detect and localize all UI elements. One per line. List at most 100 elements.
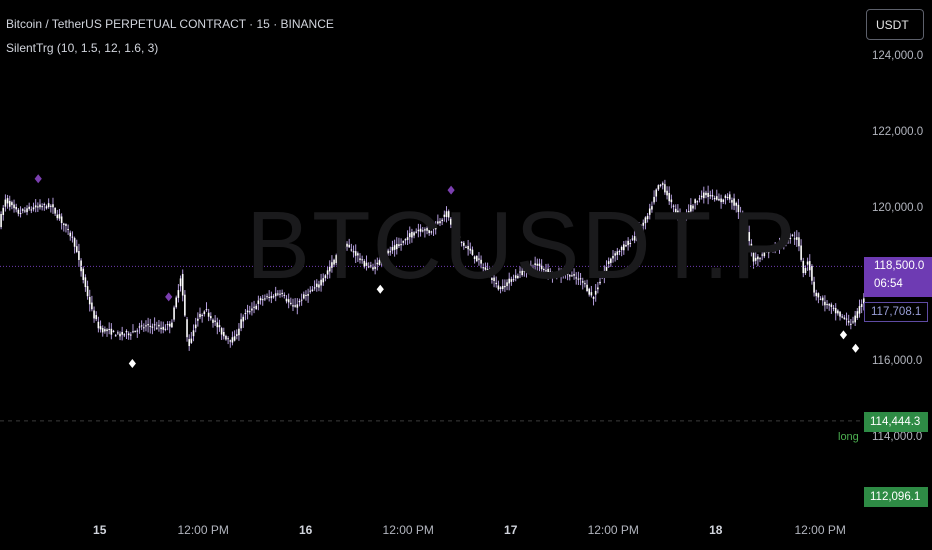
candle xyxy=(121,326,123,341)
price-axis-label: 120,000.0 xyxy=(872,202,924,215)
candle xyxy=(339,247,342,259)
candle xyxy=(130,332,132,340)
candle xyxy=(504,279,506,293)
sell-signal-diamond xyxy=(165,292,173,302)
candle xyxy=(731,197,733,210)
candle xyxy=(754,250,757,265)
candle xyxy=(601,271,603,280)
buy-signal-diamond xyxy=(851,343,860,353)
candle xyxy=(672,204,675,213)
candle xyxy=(795,230,798,247)
candle xyxy=(512,274,515,282)
currency-button[interactable]: USDT xyxy=(866,9,924,40)
candle xyxy=(216,317,219,335)
candle xyxy=(171,319,173,329)
candle xyxy=(65,223,67,233)
candle xyxy=(445,206,448,223)
candle xyxy=(324,274,327,282)
candle xyxy=(826,300,828,309)
candle xyxy=(39,199,41,210)
candle xyxy=(318,280,320,292)
buy-signal-diamond xyxy=(376,284,384,294)
candle xyxy=(259,296,262,305)
candle xyxy=(620,245,623,257)
candle xyxy=(551,271,554,283)
candle xyxy=(147,317,149,333)
candle xyxy=(62,222,65,232)
candle xyxy=(813,276,815,297)
candle xyxy=(517,273,519,280)
candle xyxy=(400,238,402,251)
candle xyxy=(151,323,154,335)
candle xyxy=(739,206,742,219)
candle xyxy=(573,268,575,280)
candle xyxy=(393,239,396,257)
candle xyxy=(616,247,619,261)
candle xyxy=(674,204,677,218)
candle xyxy=(372,263,374,272)
candle xyxy=(277,290,279,297)
candle xyxy=(534,256,536,272)
buy-signal-diamond xyxy=(839,330,848,340)
candle xyxy=(659,183,662,188)
candle xyxy=(426,226,428,235)
candle xyxy=(447,209,450,221)
candle xyxy=(536,258,539,272)
bar-countdown: 06:54 xyxy=(874,278,903,290)
symbol-title[interactable]: Bitcoin / TetherUS PERPETUAL CONTRACT · … xyxy=(6,17,334,31)
current-price-tag: 118,500.0 06:54 xyxy=(864,257,932,297)
candle xyxy=(315,279,318,292)
candle xyxy=(486,262,489,275)
candle xyxy=(679,208,681,222)
candle xyxy=(227,336,229,345)
candle xyxy=(419,224,422,237)
candle xyxy=(78,243,80,267)
current-price: 118,500.0 xyxy=(874,260,925,272)
indicator-legend[interactable]: SilentTrg (10, 1.5, 12, 1.6, 3) xyxy=(6,41,159,55)
candle xyxy=(817,292,820,304)
candle xyxy=(328,260,331,279)
candle xyxy=(149,318,152,334)
candle xyxy=(82,266,85,284)
candle xyxy=(37,202,39,213)
candle xyxy=(294,298,296,308)
candle xyxy=(43,202,46,211)
candle xyxy=(309,286,312,294)
candle xyxy=(555,271,558,280)
candle xyxy=(648,203,651,220)
candle xyxy=(856,308,859,320)
candle xyxy=(484,262,487,274)
candle xyxy=(300,293,303,306)
candle xyxy=(763,248,766,259)
candle xyxy=(385,250,387,264)
candle xyxy=(508,272,511,291)
candle xyxy=(177,284,180,303)
candle xyxy=(376,257,379,271)
candle xyxy=(614,251,616,262)
time-axis-time-label: 12:00 PM xyxy=(177,523,229,537)
candle xyxy=(478,252,480,266)
candle xyxy=(724,194,727,205)
candle xyxy=(687,204,690,220)
candle xyxy=(391,240,394,254)
candle xyxy=(333,258,335,268)
candle xyxy=(681,212,683,228)
candle xyxy=(757,254,759,267)
candle xyxy=(417,223,420,238)
candle xyxy=(382,254,385,266)
candle xyxy=(84,274,87,292)
candle xyxy=(363,259,366,269)
candle xyxy=(19,206,22,218)
candle xyxy=(728,191,731,203)
candle xyxy=(348,238,351,249)
candle xyxy=(370,261,372,269)
price-axis-label: 124,000.0 xyxy=(872,49,924,62)
candle xyxy=(458,233,461,243)
candle xyxy=(404,238,407,245)
candle xyxy=(631,235,634,241)
candle xyxy=(153,317,156,331)
candle xyxy=(322,273,325,286)
candle xyxy=(713,195,716,202)
